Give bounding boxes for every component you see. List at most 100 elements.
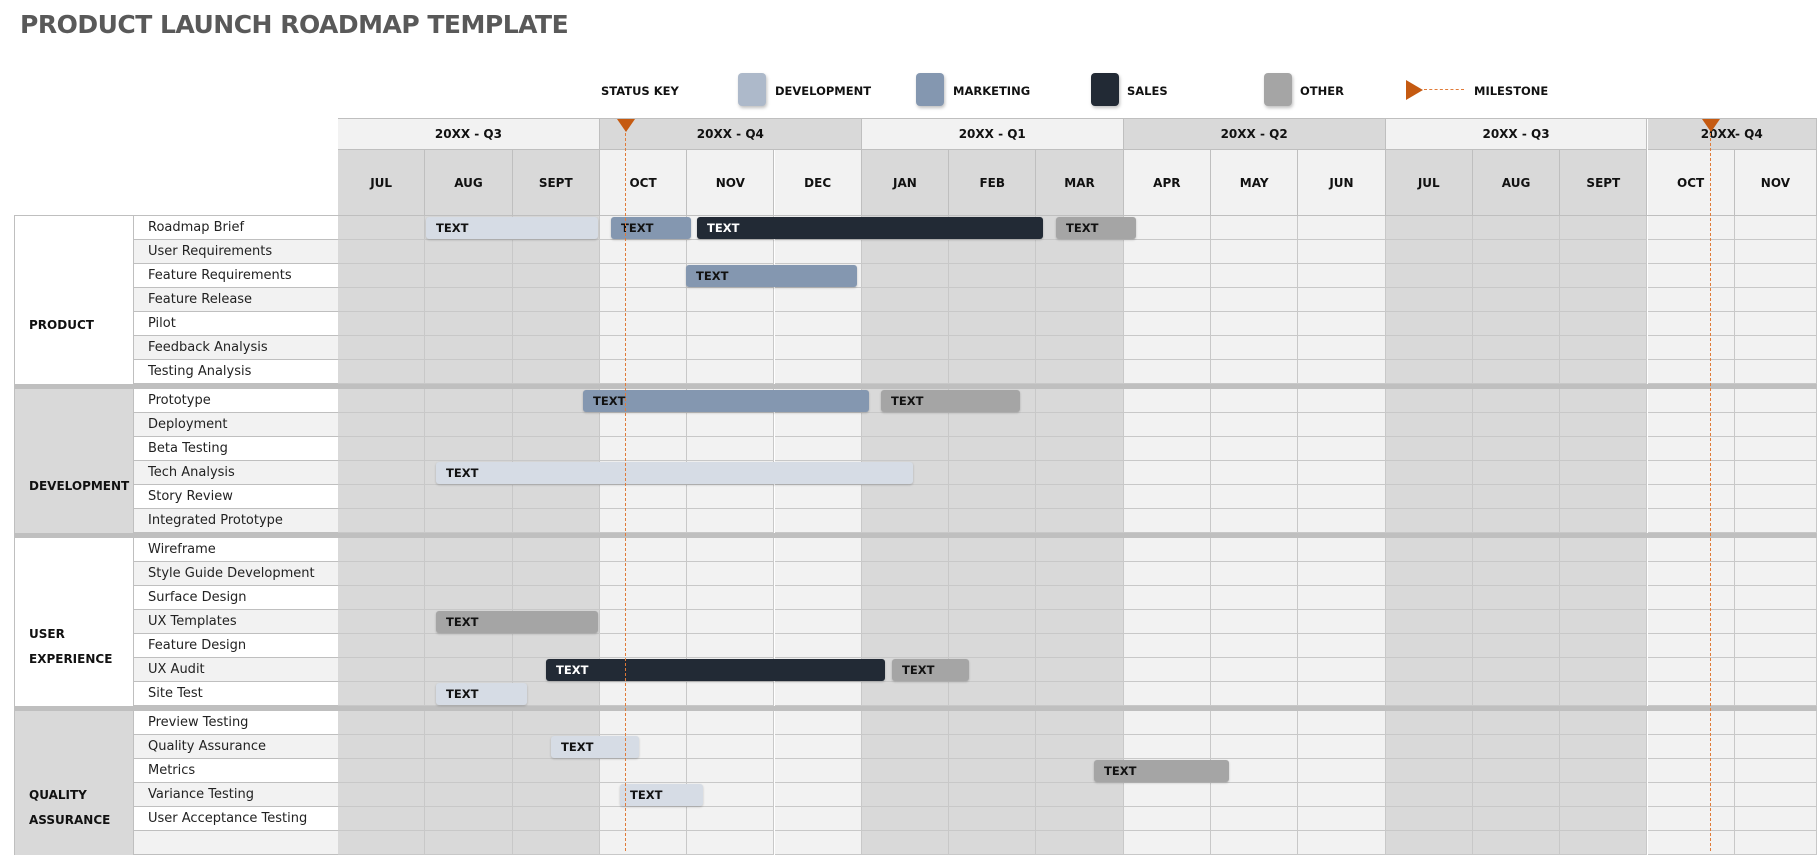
timeline-cell[interactable]	[1298, 336, 1385, 360]
timeline-cell[interactable]	[1036, 509, 1123, 533]
timeline-cell[interactable]	[1560, 485, 1647, 509]
timeline-cell[interactable]	[338, 682, 425, 706]
timeline-cell[interactable]	[1560, 360, 1647, 384]
timeline-cell[interactable]	[1386, 312, 1473, 336]
timeline-cell[interactable]	[1211, 437, 1298, 461]
timeline-cell[interactable]	[425, 711, 512, 735]
timeline-cell[interactable]	[1648, 485, 1735, 509]
timeline-cell[interactable]	[1211, 538, 1298, 562]
timeline-cell[interactable]	[1211, 336, 1298, 360]
timeline-cell[interactable]	[862, 264, 949, 288]
timeline-cell[interactable]	[1211, 831, 1298, 855]
timeline-cell[interactable]	[425, 538, 512, 562]
timeline-cell[interactable]	[949, 711, 1036, 735]
timeline-cell[interactable]	[338, 312, 425, 336]
timeline-cell[interactable]	[862, 634, 949, 658]
timeline-cell[interactable]	[1298, 413, 1385, 437]
task-bar-development[interactable]: TEXT	[436, 683, 527, 705]
timeline-cell[interactable]	[1735, 634, 1817, 658]
timeline-cell[interactable]	[600, 312, 687, 336]
timeline-cell[interactable]	[1036, 312, 1123, 336]
timeline-cell[interactable]	[338, 783, 425, 807]
timeline-cell[interactable]	[1735, 240, 1817, 264]
timeline-cell[interactable]	[425, 312, 512, 336]
timeline-cell[interactable]	[1386, 586, 1473, 610]
timeline-cell[interactable]	[1473, 658, 1560, 682]
task-label[interactable]	[133, 831, 338, 855]
timeline-cell[interactable]	[1124, 509, 1211, 533]
timeline-cell[interactable]	[862, 312, 949, 336]
timeline-cell[interactable]	[1036, 485, 1123, 509]
timeline-cell[interactable]	[1298, 216, 1385, 240]
timeline-cell[interactable]	[1298, 562, 1385, 586]
task-label[interactable]: Metrics	[133, 759, 338, 783]
timeline-cell[interactable]	[1560, 634, 1647, 658]
timeline-cell[interactable]	[1386, 509, 1473, 533]
timeline-cell[interactable]	[600, 586, 687, 610]
timeline-cell[interactable]	[600, 831, 687, 855]
timeline-cell[interactable]	[1386, 538, 1473, 562]
timeline-cell[interactable]	[862, 783, 949, 807]
task-label[interactable]: Preview Testing	[133, 711, 338, 735]
timeline-cell[interactable]	[1124, 216, 1211, 240]
task-bar-development[interactable]: TEXT	[620, 784, 703, 806]
timeline-cell[interactable]	[1036, 437, 1123, 461]
timeline-cell[interactable]	[1560, 389, 1647, 413]
timeline-cell[interactable]	[775, 610, 862, 634]
timeline-cell[interactable]	[775, 783, 862, 807]
timeline-cell[interactable]	[1036, 807, 1123, 831]
timeline-cell[interactable]	[949, 735, 1036, 759]
timeline-cell[interactable]	[1298, 807, 1385, 831]
timeline-cell[interactable]	[513, 312, 600, 336]
timeline-cell[interactable]	[338, 711, 425, 735]
timeline-cell[interactable]	[1473, 288, 1560, 312]
timeline-cell[interactable]	[862, 759, 949, 783]
timeline-cell[interactable]	[1648, 759, 1735, 783]
task-label[interactable]: UX Templates	[133, 610, 338, 634]
timeline-cell[interactable]	[513, 437, 600, 461]
timeline-cell[interactable]	[1473, 783, 1560, 807]
timeline-cell[interactable]	[775, 437, 862, 461]
timeline-cell[interactable]	[1386, 610, 1473, 634]
timeline-cell[interactable]	[1298, 682, 1385, 706]
timeline-cell[interactable]	[949, 264, 1036, 288]
timeline-cell[interactable]	[687, 759, 774, 783]
timeline-cell[interactable]	[1386, 264, 1473, 288]
timeline-cell[interactable]	[1735, 682, 1817, 706]
timeline-cell[interactable]	[1124, 711, 1211, 735]
timeline-cell[interactable]	[1560, 538, 1647, 562]
task-bar-marketing[interactable]: TEXT	[611, 217, 691, 239]
timeline-cell[interactable]	[1735, 312, 1817, 336]
timeline-cell[interactable]	[687, 634, 774, 658]
timeline-cell[interactable]	[862, 831, 949, 855]
timeline-cell[interactable]	[1386, 240, 1473, 264]
timeline-cell[interactable]	[1735, 658, 1817, 682]
timeline-cell[interactable]	[1648, 360, 1735, 384]
timeline-cell[interactable]	[425, 586, 512, 610]
timeline-cell[interactable]	[775, 485, 862, 509]
timeline-cell[interactable]	[687, 735, 774, 759]
timeline-cell[interactable]	[1211, 485, 1298, 509]
timeline-cell[interactable]	[775, 360, 862, 384]
timeline-cell[interactable]	[1386, 562, 1473, 586]
task-bar-other[interactable]: TEXT	[436, 611, 598, 633]
timeline-cell[interactable]	[1386, 461, 1473, 485]
timeline-cell[interactable]	[338, 759, 425, 783]
timeline-cell[interactable]	[1386, 413, 1473, 437]
timeline-cell[interactable]	[1386, 759, 1473, 783]
timeline-cell[interactable]	[1735, 759, 1817, 783]
timeline-cell[interactable]	[1648, 538, 1735, 562]
timeline-cell[interactable]	[1386, 336, 1473, 360]
timeline-cell[interactable]	[1386, 437, 1473, 461]
timeline-cell[interactable]	[513, 759, 600, 783]
timeline-cell[interactable]	[425, 831, 512, 855]
timeline-cell[interactable]	[1036, 240, 1123, 264]
timeline-cell[interactable]	[513, 264, 600, 288]
timeline-cell[interactable]	[1560, 759, 1647, 783]
timeline-cell[interactable]	[862, 336, 949, 360]
timeline-cell[interactable]	[1036, 586, 1123, 610]
task-label[interactable]: Integrated Prototype	[133, 509, 338, 533]
task-bar-development[interactable]: TEXT	[436, 462, 913, 484]
timeline-cell[interactable]	[1036, 783, 1123, 807]
timeline-cell[interactable]	[1036, 831, 1123, 855]
